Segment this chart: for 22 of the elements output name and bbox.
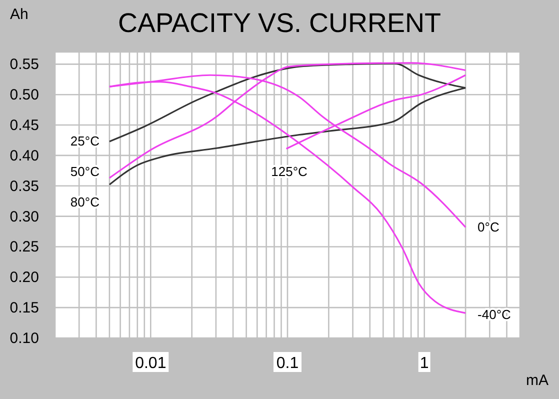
y-tick-label: 0.45 xyxy=(10,117,39,134)
x-axis-title: mA xyxy=(526,372,548,389)
x-tick-label: 0.01 xyxy=(135,355,166,372)
y-tick-label: 0.30 xyxy=(10,208,39,226)
x-tick-label: 1 xyxy=(420,355,429,372)
y-tick-label: 0.55 xyxy=(10,56,39,74)
series-label: 80°C xyxy=(70,194,100,210)
x-tick-label: 0.1 xyxy=(276,355,299,372)
y-axis-title: Ah xyxy=(10,6,28,23)
y-tick-label: 0.20 xyxy=(10,269,39,286)
y-tick-label: 0.50 xyxy=(10,86,39,104)
series-label: -40°C xyxy=(478,307,511,322)
series-label: 50°C xyxy=(70,164,100,179)
y-tick-label: 0.25 xyxy=(10,238,39,256)
y-tick-label: 0.10 xyxy=(10,330,39,347)
series-label: 125°C xyxy=(271,164,308,179)
chart-title: CAPACITY VS. CURRENT xyxy=(118,8,442,38)
series-label: 0°C xyxy=(478,219,500,234)
y-tick-label: 0.35 xyxy=(10,178,39,195)
y-tick-label: 0.40 xyxy=(10,147,39,164)
series-label: 25°C xyxy=(70,133,100,148)
y-tick-label: 0.15 xyxy=(10,300,39,317)
